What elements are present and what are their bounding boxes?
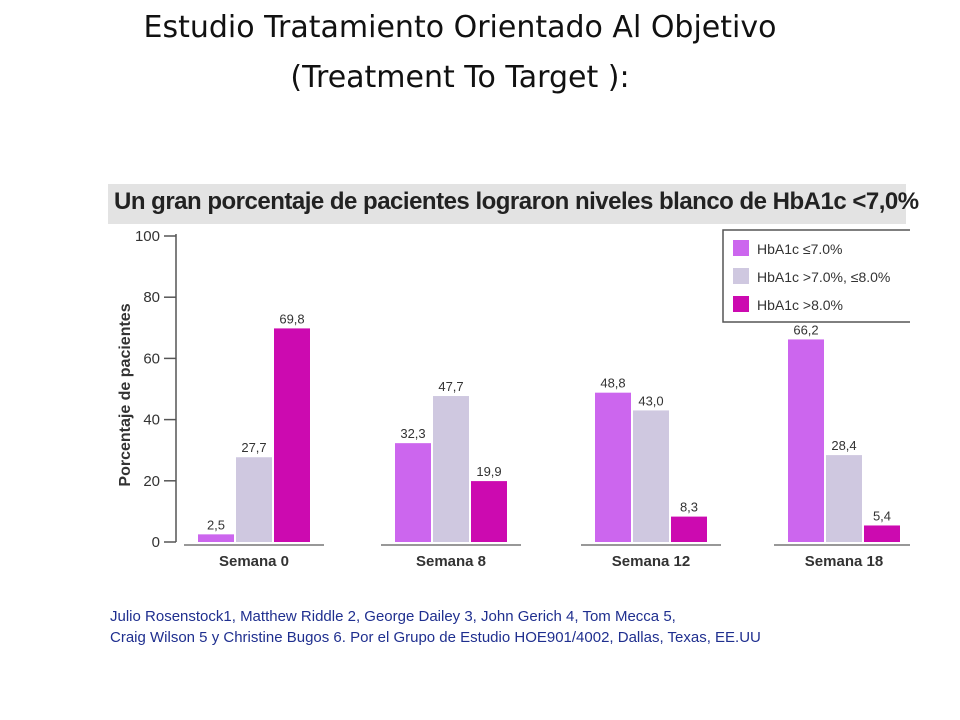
y-tick-label: 80 <box>143 289 160 306</box>
data-label: 69,8 <box>279 311 304 326</box>
bar <box>671 516 707 542</box>
chart-title: Un gran porcentaje de pacientes lograron… <box>114 188 919 215</box>
citation-line1: Julio Rosenstock1, Matthew Riddle 2, Geo… <box>110 608 676 625</box>
legend-swatch <box>733 240 749 256</box>
y-tick-label: 0 <box>152 534 160 551</box>
data-label: 48,8 <box>600 376 625 391</box>
bar <box>236 457 272 542</box>
data-label: 47,7 <box>438 379 463 394</box>
bar <box>633 410 669 542</box>
bar <box>274 328 310 542</box>
bar <box>864 525 900 542</box>
bar <box>433 396 469 542</box>
x-tick-label: Semana 18 <box>805 553 883 570</box>
bar <box>595 392 631 542</box>
bar <box>395 443 431 542</box>
y-tick-label: 60 <box>143 350 160 367</box>
data-label: 8,3 <box>680 500 698 515</box>
data-label: 27,7 <box>241 440 266 455</box>
bar <box>826 455 862 542</box>
data-label: 5,4 <box>873 508 891 523</box>
x-tick-label: Semana 12 <box>612 553 690 570</box>
slide-title-line1: Estudio Tratamiento Orientado Al Objetiv… <box>143 10 777 45</box>
legend-swatch <box>733 268 749 284</box>
slide-title-line2: (Treatment To Target ): <box>290 60 630 95</box>
legend-label: HbA1c >7.0%, ≤8.0% <box>757 269 890 285</box>
data-label: 43,0 <box>638 393 663 408</box>
x-tick-label: Semana 0 <box>219 553 289 570</box>
data-label: 32,3 <box>400 426 425 441</box>
bar <box>471 481 507 542</box>
bar <box>788 339 824 542</box>
y-tick-label: 40 <box>143 412 160 429</box>
y-axis-label: Porcentaje de pacientes <box>117 303 134 486</box>
citation-line2: Craig Wilson 5 y Christine Bugos 6. Por … <box>110 629 761 646</box>
y-tick-label: 100 <box>135 228 160 245</box>
data-label: 2,5 <box>207 517 225 532</box>
legend-box <box>722 229 910 323</box>
x-tick-label: Semana 8 <box>416 553 486 570</box>
data-label: 66,2 <box>793 322 818 337</box>
legend-label: HbA1c ≤7.0% <box>757 241 843 257</box>
bar-chart: 0 20 40 60 80 100 Porcentaje de pacientes Seman… <box>117 228 910 570</box>
legend-label: HbA1c >8.0% <box>757 297 843 313</box>
data-label: 19,9 <box>476 464 501 479</box>
data-label: 28,4 <box>831 438 856 453</box>
legend-swatch <box>733 296 749 312</box>
y-tick-label: 20 <box>143 473 160 490</box>
bar <box>198 534 234 542</box>
chart-title-banner: Un gran porcentaje de pacientes lograron… <box>108 184 919 224</box>
